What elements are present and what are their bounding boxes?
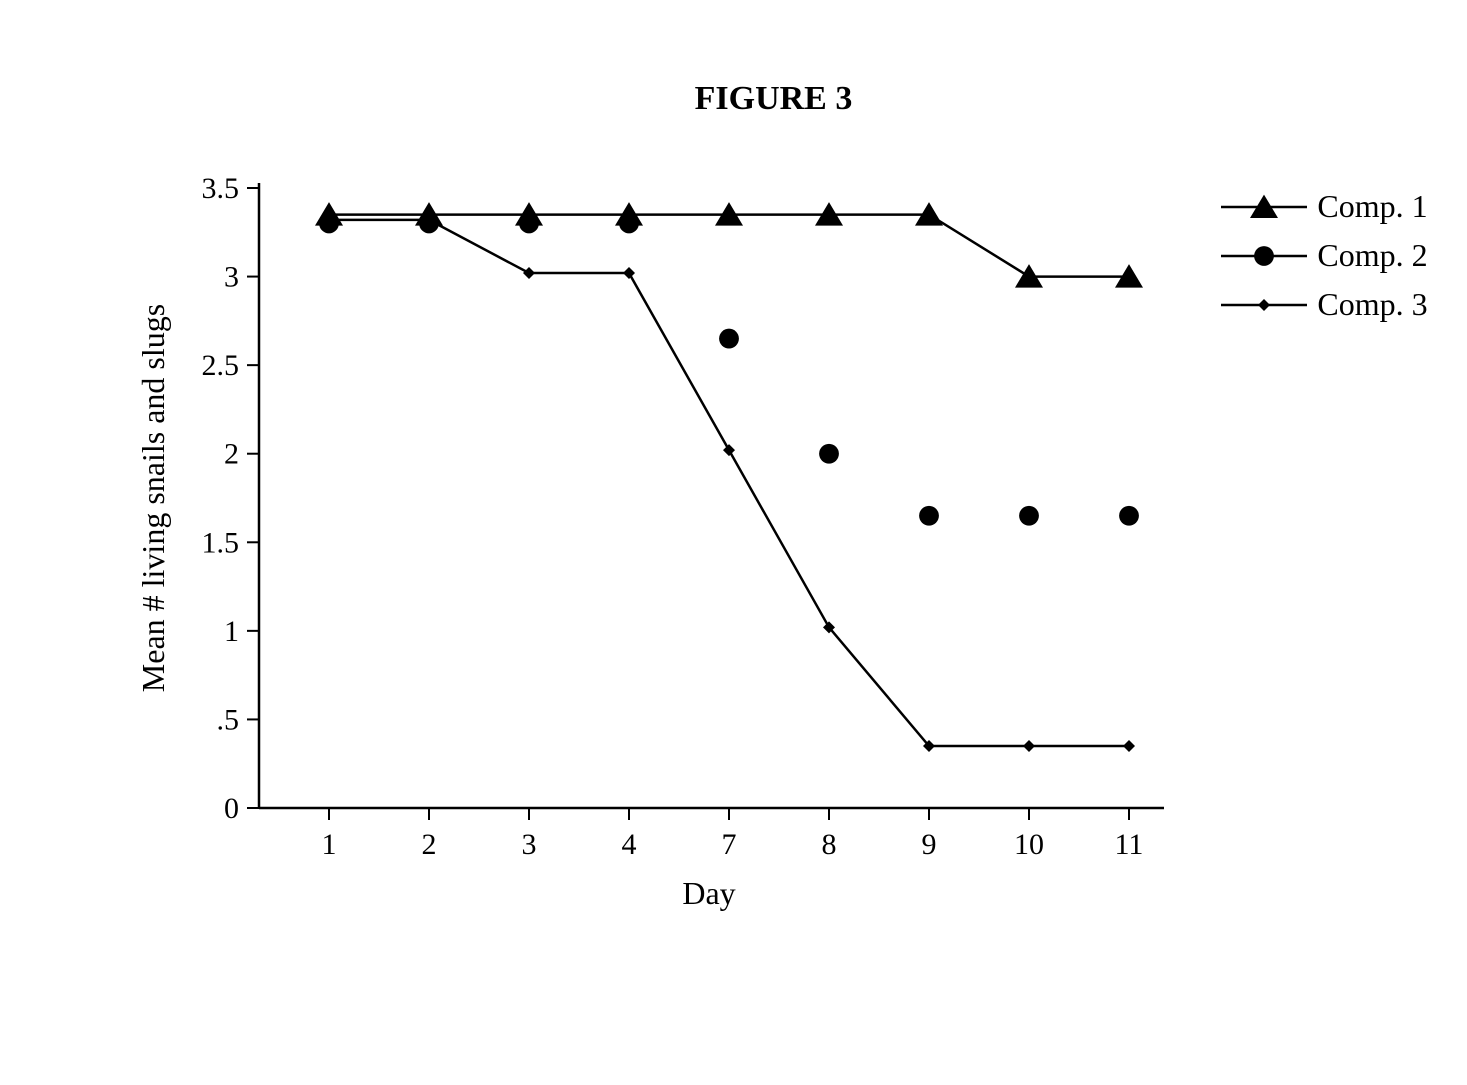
y-tick-label: 1.5 bbox=[202, 526, 240, 559]
figure-title: FIGURE 3 bbox=[40, 80, 1467, 118]
x-tick-label: 3 bbox=[522, 828, 537, 861]
y-tick-label: .5 bbox=[217, 703, 240, 736]
x-axis-label: Day bbox=[683, 875, 736, 911]
legend-swatch bbox=[1219, 241, 1309, 271]
x-tick-label: 9 bbox=[922, 828, 937, 861]
x-tick-label: 2 bbox=[422, 828, 437, 861]
legend-label: Comp. 1 bbox=[1317, 188, 1427, 225]
x-tick-label: 1 bbox=[322, 828, 337, 861]
legend-item: Comp. 1 bbox=[1219, 188, 1427, 225]
x-tick-label: 7 bbox=[722, 828, 737, 861]
x-tick-label: 11 bbox=[1115, 828, 1144, 861]
y-tick-label: 2.5 bbox=[202, 349, 240, 382]
x-tick-label: 10 bbox=[1014, 828, 1044, 861]
y-axis-label: Mean # living snails and slugs bbox=[135, 304, 171, 692]
y-tick-label: 3 bbox=[224, 261, 239, 294]
series-comp-3 bbox=[323, 214, 1135, 752]
legend-label: Comp. 2 bbox=[1317, 237, 1427, 274]
legend-item: Comp. 3 bbox=[1219, 286, 1427, 323]
y-tick-label: 1 bbox=[224, 615, 239, 648]
figure-container: FIGURE 3 0 .5 1 1.5 2 2.5 3 3.5 1 2 3 4 7 8 9 10 11 Day Me… bbox=[40, 40, 1467, 1045]
x-tick-label: 8 bbox=[822, 828, 837, 861]
series-comp-1 bbox=[315, 202, 1143, 287]
legend-swatch bbox=[1219, 290, 1309, 320]
legend-item: Comp. 2 bbox=[1219, 237, 1427, 274]
y-tick-label: 0 bbox=[224, 792, 239, 825]
legend: Comp. 1 Comp. 2 Comp. 3 bbox=[1219, 188, 1427, 335]
legend-label: Comp. 3 bbox=[1317, 286, 1427, 323]
y-tick-label: 2 bbox=[224, 438, 239, 471]
line-chart: 0 .5 1 1.5 2 2.5 3 3.5 1 2 3 4 7 8 9 10 11 Day Mean # livi… bbox=[119, 158, 1199, 928]
legend-swatch bbox=[1219, 192, 1309, 222]
chart-row: 0 .5 1 1.5 2 2.5 3 3.5 1 2 3 4 7 8 9 10 11 Day Mean # livi… bbox=[40, 158, 1467, 928]
y-tick-label: 3.5 bbox=[202, 172, 240, 205]
x-tick-label: 4 bbox=[622, 828, 637, 861]
series-comp-2 bbox=[319, 214, 1139, 526]
